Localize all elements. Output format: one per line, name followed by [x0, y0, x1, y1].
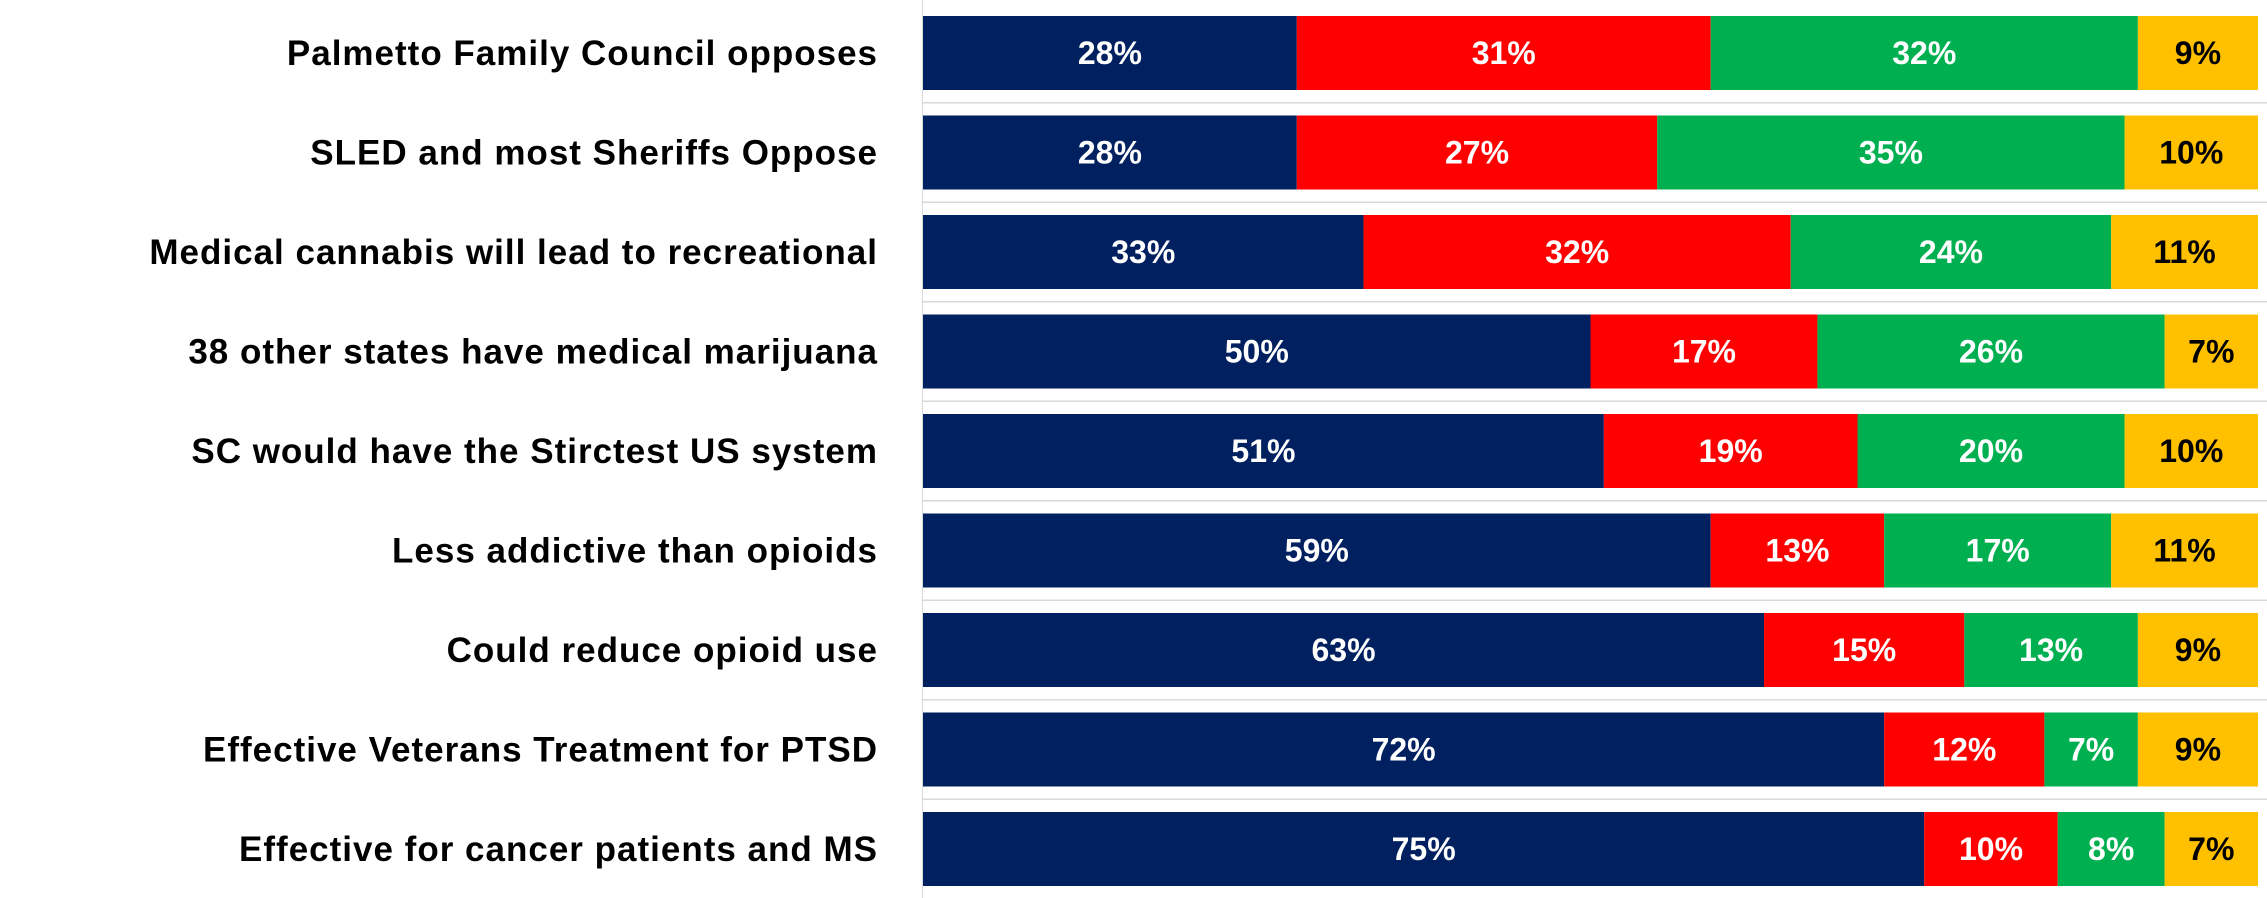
bar-segment: [1363, 215, 1791, 289]
bar-segment: [2111, 513, 2258, 588]
data-label: 72%: [1372, 732, 1436, 768]
bar-segment: [1590, 314, 1818, 389]
data-label: 28%: [1078, 135, 1142, 171]
bar-segment: [923, 115, 1297, 190]
category-label: Effective Veterans Treatment for PTSD: [203, 731, 878, 770]
data-label: 9%: [2175, 632, 2221, 668]
data-label: 19%: [1699, 433, 1763, 469]
category-label: SLED and most Sheriffs Oppose: [310, 134, 878, 173]
bar-segment: [1296, 16, 1711, 90]
bar-segment: [1884, 712, 2045, 787]
bar-segment: [923, 414, 1604, 488]
bar-segment: [2111, 215, 2258, 289]
gridlines: [922, 0, 2267, 898]
data-label: 31%: [1472, 35, 1536, 71]
data-label: 7%: [2068, 732, 2114, 768]
bar-segment: [1710, 16, 2138, 90]
data-label: 17%: [1966, 533, 2030, 569]
data-label: 63%: [1312, 632, 1376, 668]
category-label: Less addictive than opioids: [392, 532, 878, 571]
bar-segment: [2137, 712, 2258, 787]
bar-segment: [2137, 613, 2258, 687]
bar-segment: [2044, 712, 2138, 787]
bar-segment: [1764, 613, 1965, 687]
data-label: 26%: [1959, 334, 2023, 370]
bar-segment: [2124, 115, 2258, 190]
category-label: Could reduce opioid use: [447, 631, 878, 670]
data-label: 7%: [2188, 831, 2234, 867]
data-label: 32%: [1545, 234, 1609, 270]
bar-segment: [1790, 215, 2112, 289]
data-label: 13%: [1765, 533, 1829, 569]
data-label: 24%: [1919, 234, 1983, 270]
data-label: 12%: [1932, 732, 1996, 768]
data-label: 10%: [2159, 135, 2223, 171]
data-label: 51%: [1231, 433, 1295, 469]
data-label: 59%: [1285, 533, 1349, 569]
bar-segment: [1657, 115, 2125, 190]
data-label: 13%: [2019, 632, 2083, 668]
data-label: 75%: [1392, 831, 1456, 867]
data-label: 7%: [2188, 334, 2234, 370]
bar-segment: [2137, 16, 2258, 90]
data-label: 17%: [1672, 334, 1736, 370]
bar-segment: [1964, 613, 2138, 687]
data-label: 11%: [2153, 533, 2215, 569]
data-label: 20%: [1959, 433, 2023, 469]
bar-segment: [923, 215, 1364, 289]
bar-segment: [923, 613, 1765, 687]
category-label: 38 other states have medical marijuana: [188, 333, 878, 372]
bar-segment: [923, 16, 1297, 90]
bar-segment: [923, 812, 1925, 886]
category-label: Palmetto Family Council opposes: [287, 34, 878, 73]
bar-segment: [1296, 115, 1658, 190]
data-label: 9%: [2175, 732, 2221, 768]
bar-segment: [1924, 812, 2058, 886]
data-label: 32%: [1892, 35, 1956, 71]
data-label: 50%: [1225, 334, 1289, 370]
bar-segment: [1857, 414, 2125, 488]
data-label: 10%: [1959, 831, 2023, 867]
category-label: Medical cannabis will lead to recreation…: [149, 233, 878, 272]
bar-segment: [923, 314, 1591, 389]
category-label: SC would have the Stirctest US system: [191, 432, 878, 471]
data-label: 15%: [1832, 632, 1896, 668]
data-label: 27%: [1445, 135, 1509, 171]
data-label: 9%: [2175, 35, 2221, 71]
data-label: 28%: [1078, 35, 1142, 71]
bars: 28% 31% 32% 9% 28% 27% 35% 10% 33% 32% 24% 11% 50% 17…: [923, 16, 2258, 886]
bar-segment: [1884, 513, 2112, 588]
category-labels: Palmetto Family Council opposes SLED and …: [149, 34, 878, 869]
data-label: 10%: [2159, 433, 2223, 469]
bar-segment: [923, 712, 1885, 787]
bar-segment: [2124, 414, 2258, 488]
data-label: 11%: [2153, 234, 2215, 270]
bar-segment: [2057, 812, 2165, 886]
bar-segment: [2164, 812, 2258, 886]
bar-segment: [2164, 314, 2258, 389]
data-label: 33%: [1111, 234, 1175, 270]
category-label: Effective for cancer patients and MS: [239, 830, 878, 869]
bar-segment: [923, 513, 1711, 588]
data-label: 35%: [1859, 135, 1923, 171]
bar-segment: [1603, 414, 1858, 488]
bar-segment: [1817, 314, 2165, 389]
bar-segment: [1710, 513, 1885, 588]
data-label: 8%: [2088, 831, 2134, 867]
